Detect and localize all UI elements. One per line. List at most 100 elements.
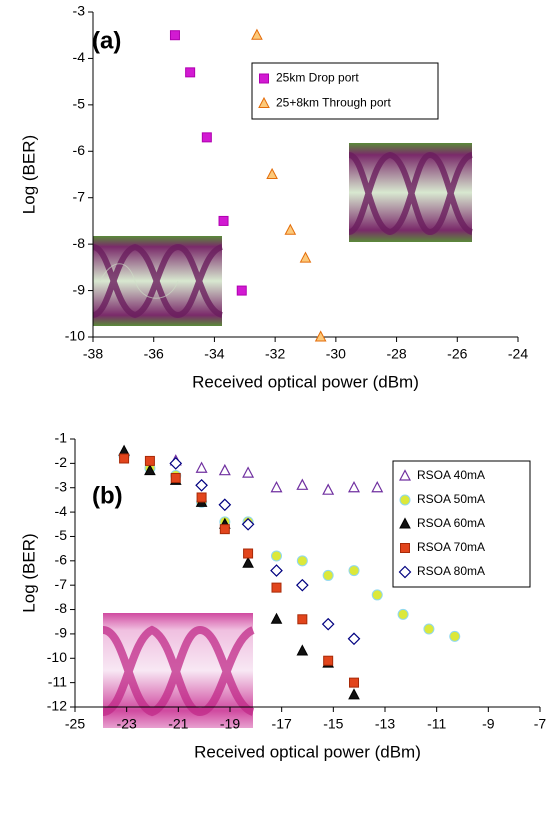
legend-marker <box>401 544 410 553</box>
data-point <box>323 570 333 580</box>
legend-label: 25km Drop port <box>276 71 359 85</box>
data-point <box>324 656 333 665</box>
data-point <box>272 583 281 592</box>
data-point <box>170 458 181 469</box>
y-tick-label: -4 <box>55 503 68 519</box>
data-point <box>243 468 253 478</box>
x-tick-label: -32 <box>265 346 285 362</box>
data-point <box>372 482 382 492</box>
data-point <box>297 645 307 655</box>
legend-marker <box>260 74 269 83</box>
data-point <box>171 473 180 482</box>
data-point <box>120 454 129 463</box>
y-tick-label: -3 <box>55 478 68 494</box>
x-tick-label: -19 <box>220 716 240 732</box>
data-point <box>170 31 179 40</box>
legend-label: RSOA 50mA <box>417 492 485 506</box>
data-point <box>323 485 333 495</box>
data-point <box>297 580 308 591</box>
x-tick-label: -36 <box>144 346 164 362</box>
data-point <box>349 633 360 644</box>
y-tick-label: -5 <box>55 527 68 543</box>
data-point <box>349 689 359 699</box>
data-point <box>186 68 195 77</box>
data-point <box>197 463 207 473</box>
data-point <box>267 169 277 179</box>
panel-label: (b) <box>92 482 123 509</box>
legend-label: RSOA 60mA <box>417 516 485 530</box>
x-tick-label: -15 <box>323 716 343 732</box>
x-tick-label: -13 <box>375 716 395 732</box>
x-tick-label: -17 <box>272 716 292 732</box>
y-tick-label: -7 <box>55 576 68 592</box>
x-axis-title: Received optical power (dBm) <box>194 742 421 761</box>
y-tick-label: -6 <box>73 142 86 158</box>
x-axis-title: Received optical power (dBm) <box>192 372 419 391</box>
y-tick-label: -6 <box>55 552 68 568</box>
data-point <box>237 286 246 295</box>
y-tick-label: -1 <box>55 430 68 446</box>
data-point <box>196 480 207 491</box>
legend-label: RSOA 70mA <box>417 540 485 554</box>
data-point <box>272 551 282 561</box>
x-tick-label: -21 <box>168 716 188 732</box>
data-point <box>301 253 311 263</box>
data-point <box>316 332 326 342</box>
data-point <box>372 590 382 600</box>
x-tick-label: -28 <box>386 346 406 362</box>
data-point <box>398 609 408 619</box>
x-tick-label: -11 <box>427 716 446 732</box>
data-point <box>285 225 295 235</box>
data-point <box>197 493 206 502</box>
data-point <box>349 482 359 492</box>
data-point <box>219 216 228 225</box>
data-point <box>202 133 211 142</box>
x-tick-label: -7 <box>534 716 547 732</box>
legend-label: RSOA 40mA <box>417 468 485 482</box>
x-tick-label: -26 <box>447 346 467 362</box>
y-axis-title: Log (BER) <box>19 135 38 214</box>
y-tick-label: -8 <box>55 600 68 616</box>
x-tick-label: -30 <box>326 346 346 362</box>
eye-diagram-inset <box>349 143 472 242</box>
data-point <box>349 566 359 576</box>
data-point <box>272 482 282 492</box>
data-point <box>297 556 307 566</box>
data-point <box>350 678 359 687</box>
y-tick-label: -3 <box>73 3 86 19</box>
y-tick-label: -5 <box>73 96 86 112</box>
y-tick-label: -11 <box>48 673 67 689</box>
x-tick-label: -34 <box>204 346 224 362</box>
y-tick-label: -10 <box>47 649 67 665</box>
y-tick-label: -12 <box>47 698 67 714</box>
legend-marker <box>400 495 410 505</box>
data-point <box>297 480 307 490</box>
y-tick-label: -8 <box>73 235 86 251</box>
x-tick-label: -9 <box>482 716 495 732</box>
data-point <box>220 525 229 534</box>
y-tick-label: -7 <box>73 188 86 204</box>
data-point <box>298 615 307 624</box>
data-point <box>323 619 334 630</box>
y-tick-label: -2 <box>55 454 68 470</box>
data-point <box>272 614 282 624</box>
x-tick-label: -23 <box>117 716 137 732</box>
panel-label: (a) <box>92 27 121 54</box>
data-point <box>243 558 253 568</box>
data-point <box>220 465 230 475</box>
data-point <box>424 624 434 634</box>
x-tick-label: -25 <box>65 716 85 732</box>
y-axis-title: Log (BER) <box>19 533 38 612</box>
legend-label: 25+8km Through port <box>276 96 392 110</box>
legend-label: RSOA 80mA <box>417 564 485 578</box>
data-point <box>145 456 154 465</box>
x-tick-label: -24 <box>508 346 528 362</box>
data-point <box>450 631 460 641</box>
y-tick-label: -9 <box>73 281 86 297</box>
data-point <box>219 499 230 510</box>
data-point <box>271 565 282 576</box>
figure: -38-36-34-32-30-28-26-24-3-4-5-6-7-8-9-1… <box>0 0 557 831</box>
y-tick-label: -4 <box>73 49 86 65</box>
data-point <box>252 30 262 40</box>
y-tick-label: -9 <box>55 625 68 641</box>
